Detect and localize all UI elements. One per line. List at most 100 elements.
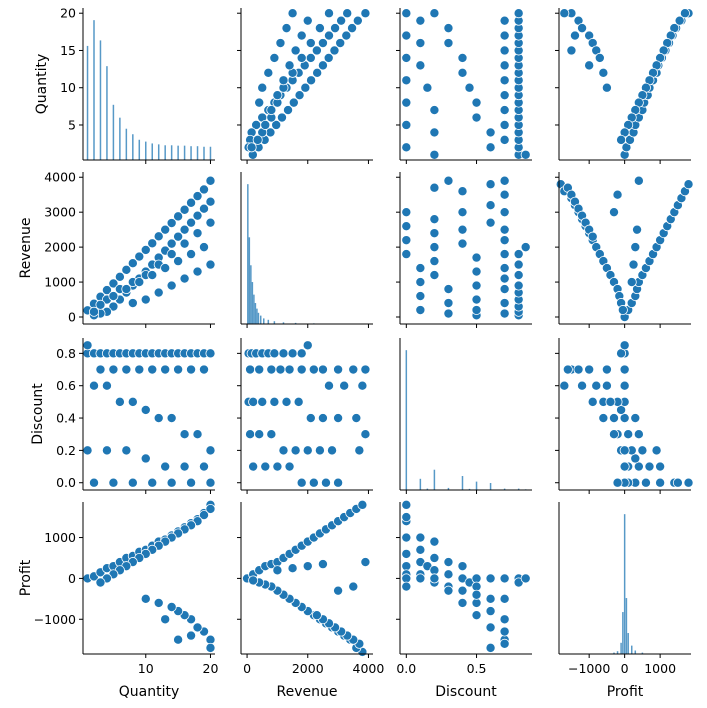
y-tick-label: 0.0 <box>56 475 76 490</box>
scatter-point <box>254 97 265 108</box>
scatter-point <box>348 364 359 375</box>
x-axis-label-profit: Profit <box>607 684 644 700</box>
scatter-point <box>471 97 482 108</box>
scatter-point <box>305 38 316 49</box>
hist-bar <box>93 20 95 160</box>
scatter-point <box>632 224 643 235</box>
scatter-point <box>485 622 496 633</box>
scatter-point <box>429 270 440 281</box>
scatter-point <box>248 461 259 472</box>
hist-bar <box>99 40 102 160</box>
scatter-point <box>173 634 184 645</box>
scatter-point <box>429 8 440 19</box>
scatter-point <box>266 105 277 116</box>
scatter-point <box>348 581 359 592</box>
hist-bar <box>489 483 492 490</box>
scatter-point <box>198 203 209 214</box>
panel-quantity-vs-profit <box>555 8 694 164</box>
scatter-point <box>266 364 277 375</box>
scatter-point <box>284 60 295 71</box>
scatter-point <box>186 217 197 228</box>
scatter-point <box>499 263 510 274</box>
scatter-point <box>323 30 334 41</box>
scatter-point <box>284 461 295 472</box>
scatter-point <box>140 244 151 255</box>
panel-quantity-vs-quantity <box>82 8 215 164</box>
hist-bar <box>630 645 633 654</box>
scatter-point <box>562 364 573 375</box>
hist-bar <box>447 487 450 490</box>
scatter-point <box>619 340 630 351</box>
scatter-point <box>609 429 620 440</box>
scatter-point <box>186 364 197 375</box>
y-tick-label: 4000 <box>44 170 76 185</box>
scatter-point <box>633 429 644 440</box>
scatter-point <box>471 280 482 291</box>
hist-bar <box>616 651 619 654</box>
scatter-point <box>333 585 344 596</box>
scatter-point <box>499 119 510 130</box>
hist-bar <box>251 282 254 324</box>
scatter-point <box>429 536 440 547</box>
scatter-point <box>186 249 197 260</box>
scatter-point <box>520 242 531 253</box>
scatter-point <box>186 477 197 488</box>
hist-bar <box>634 650 637 654</box>
scatter-point <box>499 593 510 604</box>
scatter-point <box>127 396 138 407</box>
scatter-point <box>95 364 106 375</box>
scatter-point <box>121 264 132 275</box>
hist-bar <box>426 488 429 490</box>
scatter-point <box>415 60 426 71</box>
scatter-point <box>513 249 524 260</box>
scatter-point <box>415 38 426 49</box>
scatter-point <box>186 630 197 641</box>
scatter-point <box>587 231 598 242</box>
scatter-point <box>205 348 216 359</box>
scatter-point <box>114 271 125 282</box>
scatter-point <box>415 15 426 26</box>
scatter-point <box>513 259 524 270</box>
scatter-point <box>471 252 482 263</box>
scatter-point <box>499 626 510 637</box>
scatter-point <box>290 445 301 456</box>
scatter-point <box>166 602 177 613</box>
scatter-point <box>513 280 524 291</box>
scatter-point <box>317 38 328 49</box>
scatter-point <box>179 273 190 284</box>
scatter-point <box>457 238 468 249</box>
scatter-point <box>401 548 412 559</box>
scatter-point <box>584 60 595 71</box>
scatter-point <box>192 191 203 202</box>
scatter-point <box>429 127 440 138</box>
scatter-point <box>278 75 289 86</box>
scatter-point <box>335 38 346 49</box>
scatter-point <box>429 573 440 584</box>
hist-bar <box>263 318 265 324</box>
scatter-point <box>179 461 190 472</box>
scatter-point <box>655 461 666 472</box>
scatter-point <box>254 429 265 440</box>
scatter-point <box>108 278 119 289</box>
scatter-point <box>616 134 627 145</box>
x-tick-label: 0.5 <box>467 661 487 676</box>
scatter-point <box>198 461 209 472</box>
scatter-point <box>429 256 440 267</box>
scatter-point <box>683 477 694 488</box>
scatter-point <box>401 512 412 523</box>
hist-bar <box>475 481 478 490</box>
scatter-point <box>101 445 112 456</box>
hist-bar <box>157 144 160 160</box>
scatter-point <box>147 477 158 488</box>
y-tick-label: 0.8 <box>56 346 76 361</box>
scatter-point <box>248 396 259 407</box>
scatter-point <box>260 461 271 472</box>
hist-bar <box>170 145 173 160</box>
scatter-point <box>499 224 510 235</box>
scatter-point <box>499 249 510 260</box>
scatter-point <box>443 569 454 580</box>
scatter-point <box>457 585 468 596</box>
scatter-point <box>293 396 304 407</box>
y-tick-label: 20 <box>60 6 76 21</box>
scatter-point <box>320 477 331 488</box>
